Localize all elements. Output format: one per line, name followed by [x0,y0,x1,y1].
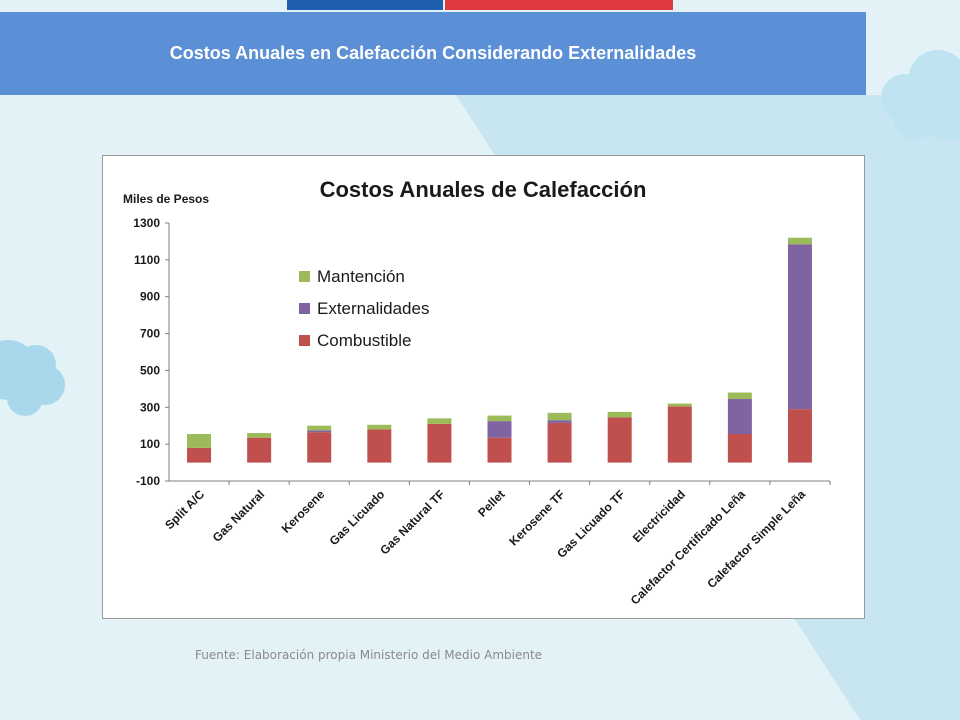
x-tick-label: Gas Natural [210,487,268,545]
bar-segment [667,406,692,463]
x-tick-label: Pellet [475,487,508,520]
bar-segment [367,424,392,430]
bar-segment [727,392,752,399]
bar-segment [307,430,332,433]
x-tick-label: Split A/C [162,487,207,532]
y-tick-label: 300 [140,400,160,414]
y-tick-label: 1300 [133,216,160,230]
bar-segment [307,432,332,463]
x-tick-label: Gas Licuado [327,487,388,548]
y-tick-label: -100 [136,474,160,488]
x-tick-label: Kerosene [279,487,328,536]
y-tick-label: 900 [140,290,160,304]
bar-segment [427,423,452,463]
bar-segment [427,418,452,424]
flag-stripe-blue [287,0,443,10]
chart-legend: Mantención Externalidades Combustible [299,267,429,350]
bar-segment [667,403,692,407]
chart-title: Costos Anuales de Calefacción [320,177,647,202]
legend-label: Externalidades [317,299,429,318]
slide-title: Costos Anuales en Calefacción Consideran… [169,43,697,63]
bar-segment [547,412,572,421]
x-tick-label: Gas Natural TF [377,487,447,557]
bar-segment [727,398,752,435]
source-note: Fuente: Elaboración propia Ministerio de… [195,648,543,662]
cloud-left-icon [0,340,65,416]
y-tick-label: 1100 [134,253,160,267]
cloud-right-icon [881,50,960,141]
x-tick-label: Calefactor Certificado Leña [628,487,748,607]
y-tick-label: 500 [140,363,160,377]
bar-segment [787,237,812,245]
legend-swatch [299,335,310,346]
x-tick-label: Electricidad [630,487,688,545]
bar-segment [487,421,512,438]
x-tick-label: Calefactor Simple Leña [704,487,808,591]
x-tick-label: Kerosene TF [506,487,567,548]
bar-segment [607,411,632,418]
legend-swatch [299,271,310,282]
bar-segment [307,425,332,431]
bar-segment [367,429,392,463]
bar-segment [547,422,572,463]
bar-segment [187,447,212,463]
y-axis-label: Miles de Pesos [123,192,209,206]
bar-segment [547,420,572,423]
bar-segment [187,434,212,448]
bar-segment [607,417,632,463]
legend-label: Combustible [317,331,412,350]
y-tick-label: 100 [140,437,160,451]
flag-stripe-red [445,0,673,10]
title-bar [0,12,866,95]
y-tick-label: 700 [140,327,160,341]
bar-segment [727,434,752,463]
bar-segment [787,409,812,463]
bar-chart: Costos Anuales de Calefacción Miles de P… [123,177,831,607]
bar-segment [787,244,812,410]
bar-segment [247,433,272,438]
bar-segment [247,437,272,463]
bar-segment [487,415,512,422]
legend-swatch [299,303,310,314]
bar-segment [487,437,512,463]
chart-container: Costos Anuales de Calefacción Miles de P… [102,155,865,619]
legend-label: Mantención [317,267,405,286]
